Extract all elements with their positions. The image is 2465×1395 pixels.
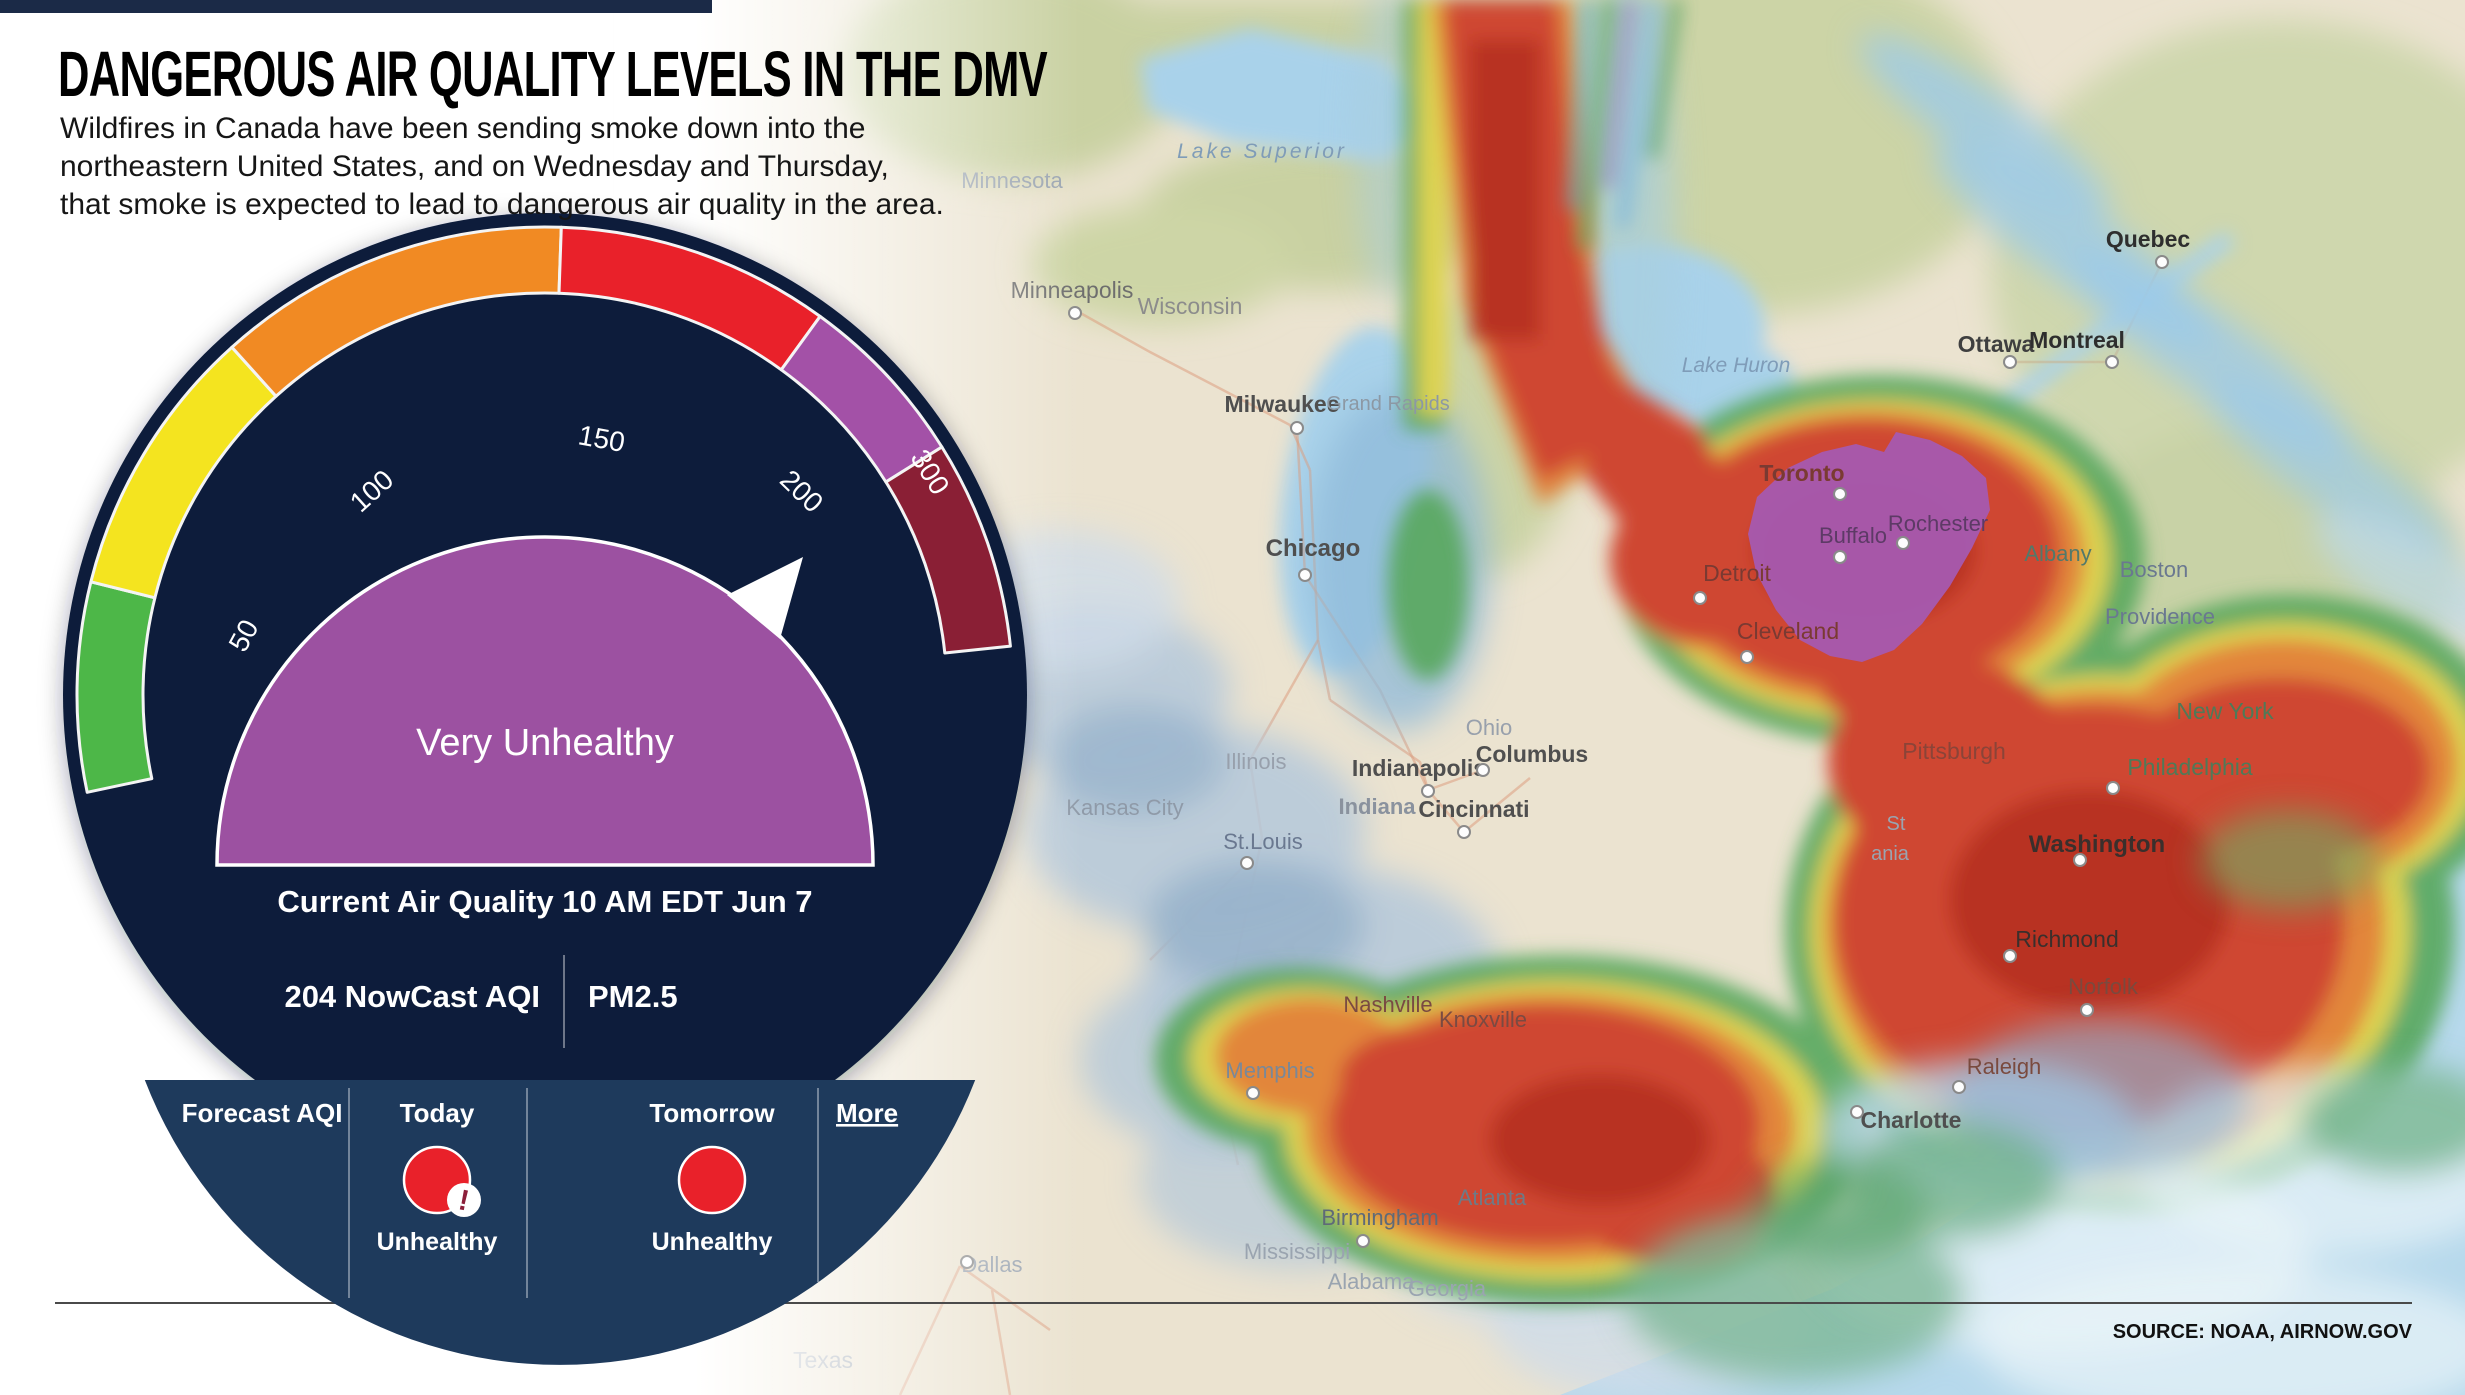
forecast-status-tomorrow: Unhealthy (652, 1228, 773, 1256)
forecast-band (144, 1080, 976, 1365)
pollutant-label: PM2.5 (588, 979, 678, 1014)
forecast-day-tomorrow-label: Tomorrow (649, 1098, 775, 1128)
forecast-day-today-label: Today (400, 1098, 475, 1128)
forecast-strip: Forecast AQI Today ! Unhealthy Tomorrow … (182, 1088, 898, 1298)
source-credit: SOURCE: NOAA, AIRNOW.GOV (2113, 1321, 2413, 1343)
ring-segment-hazardous (884, 445, 1012, 655)
page-subtitle: Wildfires in Canada have been sending sm… (60, 112, 944, 221)
alert-badge-circle (447, 1183, 481, 1217)
page-title: DANGEROUS AIR QUALITY LEVELS IN THE DMV (58, 38, 1048, 110)
top-bar (0, 0, 712, 13)
forecast-heading: Forecast AQI (182, 1098, 343, 1128)
aqi-status-icon-tomorrow (677, 1145, 747, 1215)
forecast-status-today: Unhealthy (377, 1228, 498, 1256)
status-label: Very Unhealthy (416, 722, 674, 764)
gauge-needle (727, 557, 803, 639)
ring-segment-good (75, 580, 157, 794)
nowcast-aqi-value: 204 NowCast AQI (284, 979, 540, 1014)
more-link[interactable]: More (836, 1098, 898, 1128)
status-dome (215, 535, 875, 867)
aqi-ring (75, 225, 1012, 794)
current-reading-label: Current Air Quality 10 AM EDT Jun 7 (277, 884, 812, 919)
